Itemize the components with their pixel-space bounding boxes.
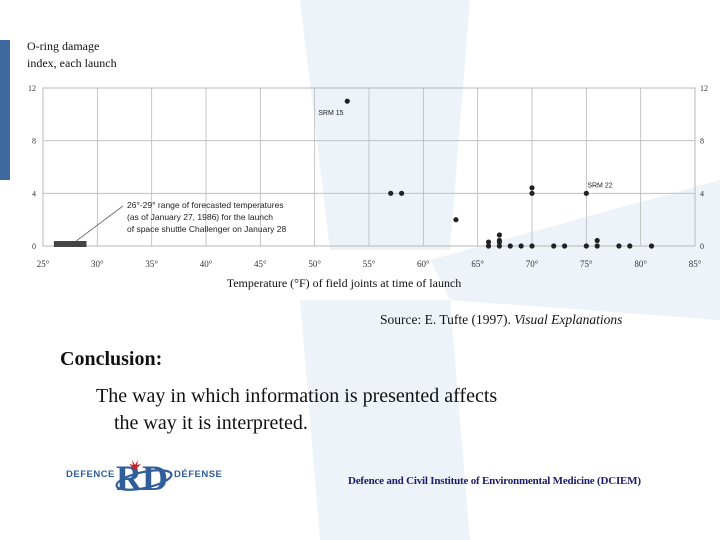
data-point-21	[648, 243, 655, 249]
y-tick-label-left-1: 4	[32, 189, 36, 198]
annotation-line-1: 26°-29° range of forecasted temperatures	[127, 200, 284, 210]
data-point-10	[529, 243, 535, 249]
challenger-oring-chart: O-ring damage index, each launch 0 4 8 12 0…	[27, 39, 708, 290]
annotation-line-3: of space shuttle Challenger on January 2…	[127, 224, 287, 234]
annotation-line-2: (as of January 27, 1986) for the launch	[127, 212, 273, 222]
data-point-3	[453, 217, 459, 223]
data-point-11	[529, 190, 535, 196]
x-tick-label-8: 65°	[471, 259, 484, 269]
data-point-22	[485, 239, 492, 245]
data-point-18	[594, 237, 600, 244]
data-point-7	[496, 232, 502, 238]
x-tick-label-10: 75°	[580, 259, 593, 269]
data-point-4	[485, 243, 492, 249]
data-point-5	[496, 243, 502, 249]
accent-bar	[0, 40, 10, 180]
point-label-0: SRM 15	[318, 110, 343, 117]
data-point-15	[583, 243, 589, 249]
x-tick-label-12: 85°	[689, 259, 702, 269]
source-citation: Source: E. Tufte (1997). Visual Explanat…	[380, 312, 622, 328]
x-tick-label-6: 55°	[363, 259, 376, 269]
conclusion-line-1: The way in which information is presente…	[96, 385, 498, 407]
x-tick-label-1: 30°	[91, 259, 104, 269]
x-tick-label-3: 40°	[200, 259, 213, 269]
x-tick-label-5: 50°	[308, 259, 321, 269]
data-point-23	[496, 239, 502, 245]
annotation-leader-line	[75, 205, 124, 242]
data-point-9	[518, 243, 524, 249]
y-tick-label-right-2: 8	[700, 137, 704, 146]
data-point-1	[388, 190, 394, 196]
data-point-19	[616, 243, 622, 249]
x-tick-label-0: 25°	[37, 259, 50, 269]
defence-logo: DEFENCE RD DÉFENSE	[66, 458, 222, 498]
data-point-0	[344, 98, 350, 104]
y-tick-label-right-3: 12	[700, 84, 708, 93]
data-point-2	[399, 190, 405, 196]
data-points	[344, 98, 655, 249]
data-point-17	[594, 243, 600, 249]
source-title: Visual Explanations	[514, 312, 623, 327]
logo-left-text: DEFENCE	[66, 469, 115, 480]
y-axis-title-line-2: index, each launch	[27, 56, 117, 70]
x-tick-label-4: 45°	[254, 259, 267, 269]
y-tick-label-left-2: 8	[32, 137, 36, 146]
y-tick-label-left-3: 12	[28, 84, 36, 93]
data-point-8	[507, 243, 513, 249]
x-tick-label-7: 60°	[417, 259, 430, 269]
rd-mark-icon: RD	[115, 458, 173, 498]
point-labels: SRM 15 SRM 22	[318, 110, 612, 189]
x-tick-label-2: 35°	[145, 259, 158, 269]
conclusion-title: Conclusion:	[60, 348, 163, 370]
y-axis-title: O-ring damage index, each launch	[27, 39, 117, 70]
maple-leaf-icon	[129, 460, 141, 470]
forecast-annotation: 26°-29° range of forecasted temperatures…	[127, 200, 287, 234]
organization-name: Defence and Civil Institute of Environme…	[348, 475, 641, 487]
data-point-12	[529, 185, 535, 191]
x-tick-label-11: 80°	[634, 259, 647, 269]
x-axis-title: Temperature (°F) of field joints at time…	[227, 276, 462, 290]
conclusion-text: The way in which information is presente…	[96, 383, 596, 437]
y-ticks-right: 0 4 8 12	[700, 84, 708, 251]
x-tick-label-9: 70°	[526, 259, 539, 269]
y-tick-label-left-0: 0	[32, 242, 36, 251]
data-point-20	[627, 243, 633, 249]
y-tick-label-right-0: 0	[700, 242, 704, 251]
point-label-1: SRM 22	[587, 182, 612, 189]
y-ticks-left: 0 4 8 12	[28, 84, 36, 251]
x-ticks: 25° 30° 35° 40° 45° 50° 55° 60° 65° 70° 75° 80° 85°	[37, 259, 702, 269]
forecast-temperature-range	[53, 241, 87, 247]
data-point-16	[583, 190, 589, 196]
conclusion-line-2: the way it is interpreted.	[114, 412, 308, 434]
logo-right-text: DÉFENSE	[174, 469, 222, 480]
y-tick-label-right-1: 4	[700, 189, 704, 198]
data-point-13	[551, 243, 557, 249]
y-axis-title-line-1: O-ring damage	[27, 39, 99, 53]
data-point-14	[562, 243, 568, 249]
source-prefix: Source: E. Tufte (1997).	[380, 312, 515, 327]
grid	[42, 87, 696, 247]
